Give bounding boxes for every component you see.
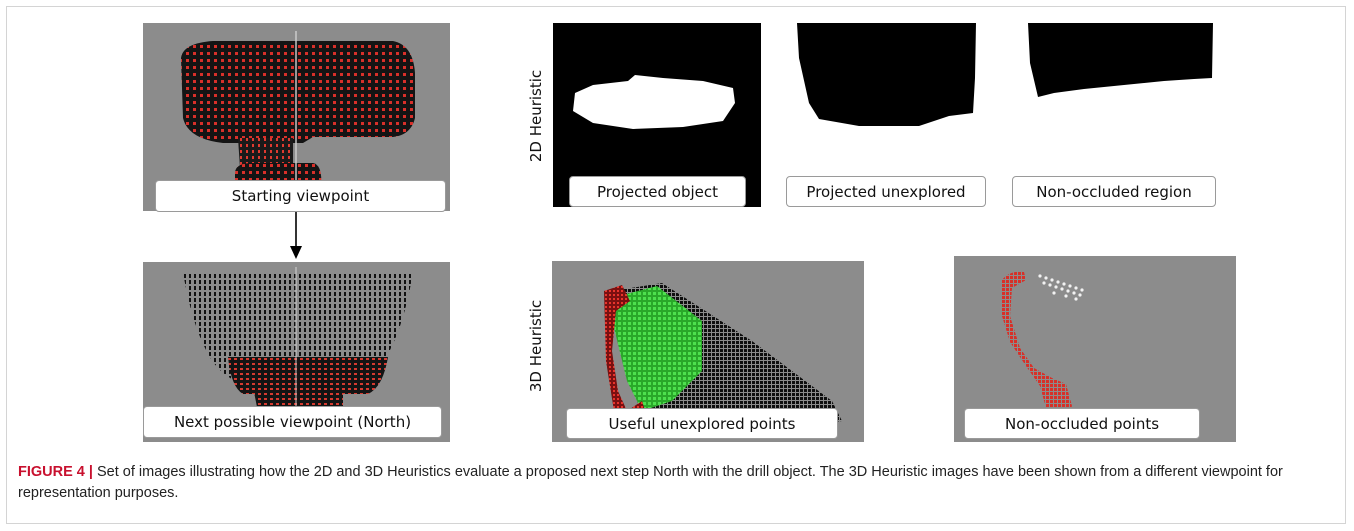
down-arrow-icon bbox=[290, 212, 302, 259]
caption-useful-unexplored-points: Useful unexplored points bbox=[566, 408, 838, 439]
caption-non-occluded-region: Non-occluded region bbox=[1012, 176, 1216, 207]
caption-non-occluded-points: Non-occluded points bbox=[964, 408, 1200, 439]
non-occluded-pointcloud bbox=[1002, 271, 1084, 424]
caption-projected-object: Projected object bbox=[569, 176, 746, 207]
figure-caption-text: Set of images illustrating how the 2D an… bbox=[18, 464, 1283, 501]
projected-object-mask bbox=[573, 75, 735, 129]
row-label-3d-heuristic: 3D Heuristic bbox=[527, 299, 545, 393]
drill-north-pointcloud bbox=[183, 267, 413, 417]
caption-projected-unexplored: Projected unexplored bbox=[786, 176, 986, 207]
caption-next-viewpoint: Next possible viewpoint (North) bbox=[143, 406, 442, 438]
projected-unexplored-mask bbox=[779, 23, 998, 207]
starting-viewpoint-image bbox=[143, 23, 450, 211]
caption-starting-viewpoint: Starting viewpoint bbox=[155, 180, 446, 212]
figure-label: FIGURE 4 | bbox=[18, 464, 93, 480]
row-label-2d-heuristic: 2D Heuristic bbox=[527, 69, 545, 163]
useful-unexplored-pointcloud bbox=[604, 283, 842, 437]
figure-caption: FIGURE 4 | Set of images illustrating ho… bbox=[18, 462, 1338, 504]
non-occluded-region-mask bbox=[1014, 23, 1236, 207]
figure-frame bbox=[6, 6, 1346, 524]
